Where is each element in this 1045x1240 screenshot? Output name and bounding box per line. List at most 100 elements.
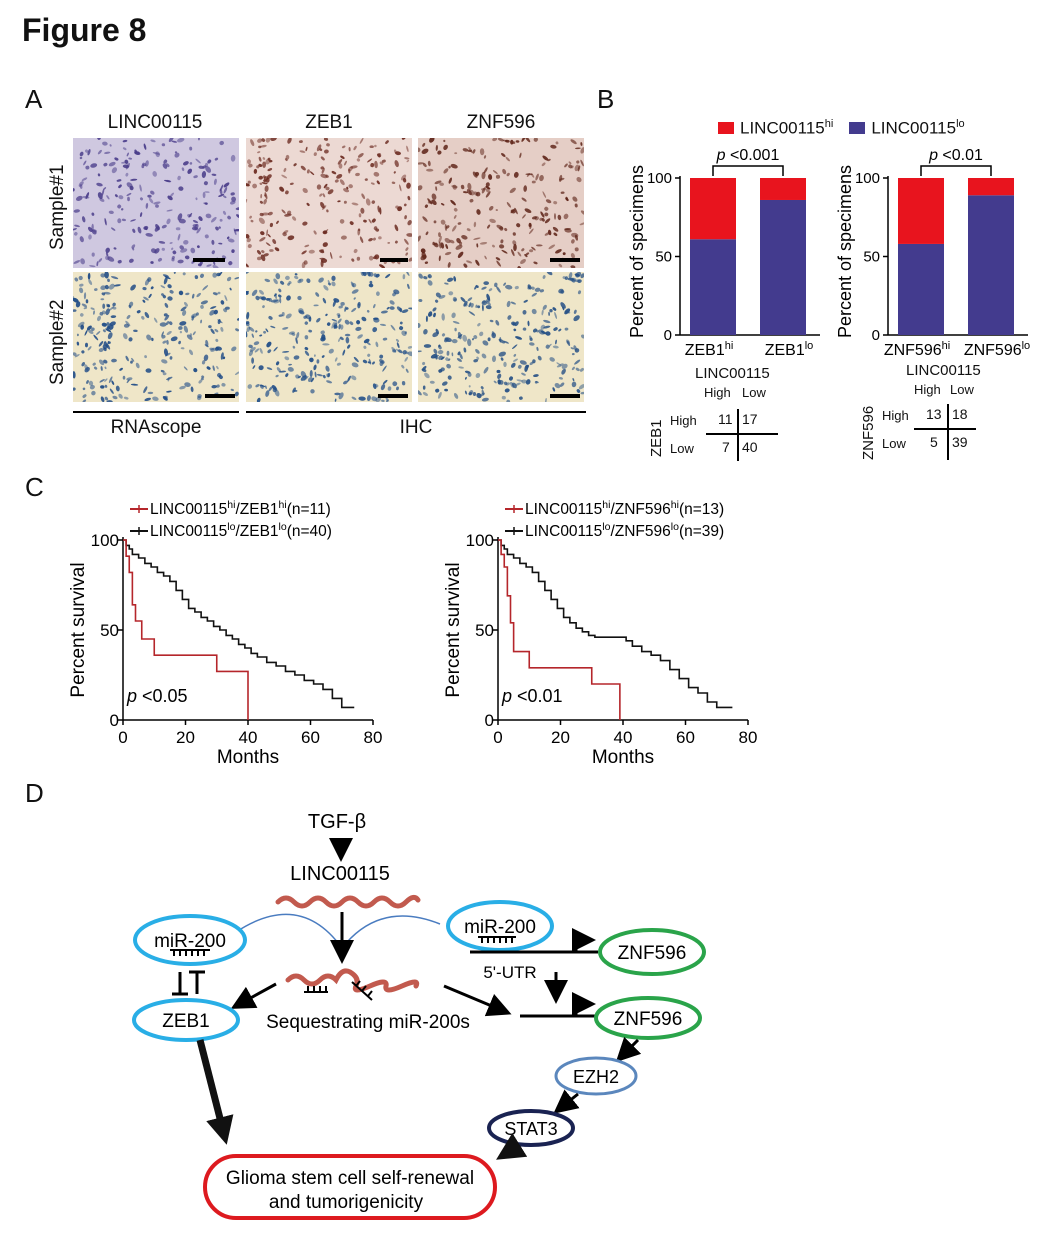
table-row-label: ZNF596 [860,405,877,460]
micrograph-pattern-purple [73,138,239,268]
scale-bar [550,258,580,262]
scale-bar [193,258,225,262]
ezh2-label: EZH2 [573,1067,619,1087]
micrograph-pattern-blue [418,272,584,402]
arrow-znf-to-ezh2 [615,1036,642,1063]
link-curve-left [235,913,343,949]
pathway-diagram: TGF-β LINC00115 miR-200 miR-200 5'-UTR Z… [132,811,706,1220]
table-row-label: ZEB1 [648,419,665,457]
mir200-left-label: miR-200 [154,931,226,952]
panel-label-b: B [597,84,615,114]
outcome-line1: Glioma stem cell self-renewal [226,1168,474,1189]
method-label-rnascope: RNAscope [110,417,202,438]
legend-swatch-lo [849,122,866,135]
bar-ytick-label: 50 [655,249,672,266]
p-value-label: p <0.001 [716,147,780,164]
panel-label-a: A [25,84,43,114]
km-xtick-label: 80 [739,728,758,747]
ezh2-node [554,1056,638,1096]
utr-label: 5'-UTR [483,963,536,982]
micrograph-pattern-blue [246,272,412,402]
legend-label: LINC00115hi/ZNF596hi(n=13) [525,499,724,518]
table-title: LINC00115 [695,365,770,382]
arrow-stat3-to-outcome [496,1132,528,1160]
panel-label-c: C [25,472,44,502]
bar-ytick-label: 0 [872,327,880,344]
legend-label: LINC00115lo/ZNF596lo(n=39) [525,521,724,540]
micrograph-pattern-brown [246,138,412,268]
panel-label-d: D [25,778,44,808]
legend-label: LINC00115lo/ZEB1lo(n=40) [150,521,332,540]
table-row-high: High [882,408,909,423]
col-header-zeb1: ZEB1 [305,112,353,133]
km-p-value: p <0.01 [501,686,563,706]
micrograph-pattern-blue [73,272,239,402]
bar-segment-lo [690,239,736,335]
table-cell: 11 [718,411,733,427]
figure-title: Figure 8 [22,12,147,48]
lncrna-sequestering [285,968,420,993]
arrow-to-znf596 [443,984,512,1017]
link-curve-right [341,915,441,949]
table-cell: 40 [742,439,758,455]
bar-legend: LINC00115hi LINC00115lo [718,118,965,139]
survival-chart-zeb1: LINC00115hi/ZEB1hi(n=11) LINC00115lo/ZEB1… [68,499,382,768]
contingency-table-zeb1: LINC00115 High Low ZEB1 High Low 11 17 7… [640,365,800,465]
table-hline [914,428,976,430]
km-curve-hi [123,539,249,720]
km-xtick-label: 40 [239,728,258,747]
mir200-seed-glyph [170,949,210,956]
micrograph-sample1-rnascope [73,138,239,268]
zeb1-node [132,998,240,1042]
micrograph-sample2-rnascope [73,272,239,402]
km-xlabel: Months [217,747,279,768]
bar-category-label: ZNF596hi [884,340,950,359]
micrograph-sample2-zeb1 [246,272,412,402]
table-cell: 5 [930,434,938,450]
km-xtick-label: 0 [493,728,502,747]
scale-bar [380,258,408,262]
bar-segment-lo [760,199,806,335]
bar-category-label: ZNF596lo [964,340,1030,359]
table-col-low: Low [742,385,766,400]
bar-segment-hi [760,178,806,200]
km-xtick-label: 0 [118,728,127,747]
micrograph-sample1-zeb1 [246,138,412,268]
znf596-top-node [598,928,706,976]
legend-swatch-hi [718,122,734,135]
linc00115-label: LINC00115 [290,863,390,885]
mir200-right-label: miR-200 [464,917,536,938]
bar-ytick-label: 50 [863,249,880,266]
bar-segment-hi [898,178,944,244]
bound-mir-glyph [304,986,328,993]
table-cell: 39 [952,434,968,450]
table-row-low: Low [882,436,906,451]
col-header-linc00115: LINC00115 [107,112,203,133]
bar-ylabel: Percent of specimens [835,165,855,338]
legend-label-lo: LINC00115lo [871,118,965,138]
bar-category-label: ZEB1hi [685,340,734,359]
sequestrating-label: Sequestrating miR-200s [266,1012,470,1033]
row-label-sample1: Sample#1 [47,164,68,250]
contingency-table-znf596: LINC00115 High Low ZNF596 High Low 13 18… [858,362,1028,462]
micrograph-sample1-znf596 [418,138,584,268]
outcome-node [203,1154,497,1220]
row-label-sample2: Sample#2 [47,299,68,385]
promoter-arrow-top [572,928,596,952]
table-cell: 17 [742,411,758,427]
table-cell: 18 [952,406,968,422]
km-ytick-label: 0 [110,711,119,730]
km-xtick-label: 60 [301,728,320,747]
km-ytick-label: 100 [91,531,119,550]
km-curve-lo [498,539,733,709]
km-curve-hi [498,539,621,720]
table-row-high: High [670,413,697,428]
rnascope-divider [73,411,239,413]
legend-label: LINC00115hi/ZEB1hi(n=11) [150,499,331,518]
table-vline [947,404,949,460]
znf596-mid-label: ZNF596 [614,1009,683,1030]
p-value-label: p <0.01 [928,147,983,164]
table-col-low: Low [950,382,974,397]
table-title: LINC00115 [906,362,981,379]
table-col-high: High [914,382,941,397]
